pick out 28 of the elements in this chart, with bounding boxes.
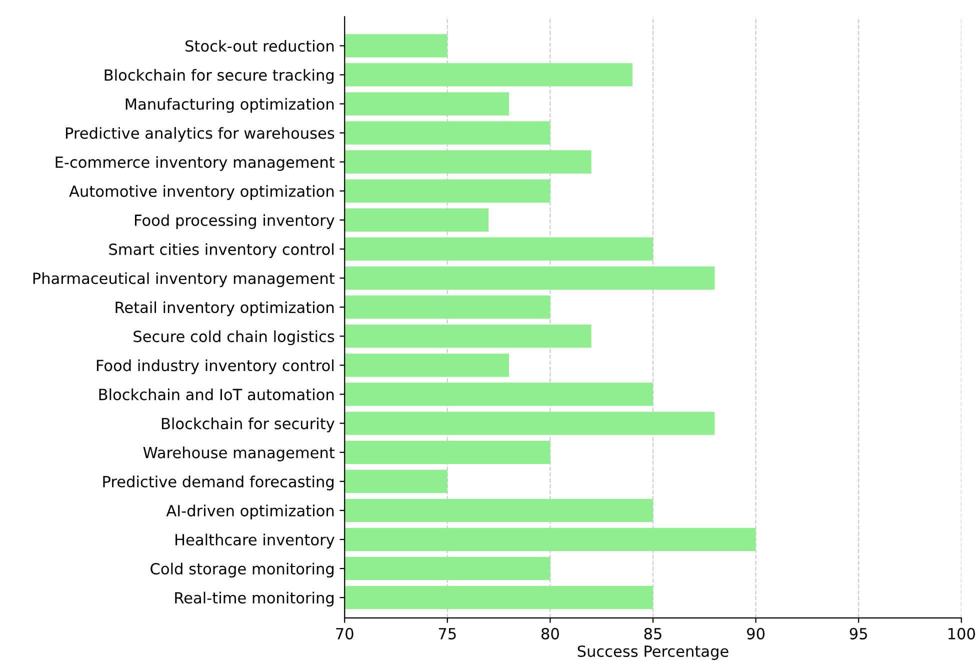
y-tick-label: Blockchain for secure tracking — [104, 68, 334, 84]
x-tick-label: 80 — [542, 628, 559, 640]
y-tick-label: Stock-out reduction — [186, 40, 334, 52]
y-tick-label: Cold storage monitoring — [150, 562, 334, 578]
y-tick-label: Smart cities inventory control — [109, 243, 334, 258]
x-tick-label: 95 — [850, 628, 867, 640]
y-tick-label: Automotive inventory optimization — [69, 185, 334, 200]
y-tick-label: Food industry inventory control — [96, 359, 334, 374]
y-tick-label: Retail inventory optimization — [116, 301, 334, 316]
x-tick-label: 75 — [438, 628, 456, 640]
y-tick-label: Predictive demand forecasting — [103, 476, 334, 490]
y-tick-label: Predictive analytics for warehouses — [66, 127, 334, 142]
x-tick-label: 70 — [336, 628, 354, 640]
x-axis-title: Success Percentage — [578, 645, 728, 660]
x-tick-label: 90 — [747, 628, 764, 640]
x-tick-label: 100 — [948, 628, 975, 640]
y-tick-label: Food processing inventory — [135, 214, 334, 229]
y-tick-label: Pharmaceutical inventory management — [33, 272, 335, 288]
y-tick-label: Manufacturing optimization — [126, 98, 334, 113]
y-tick-label: Blockchain for security — [162, 418, 334, 432]
y-tick-label: Secure cold chain logistics — [134, 330, 334, 346]
y-tick-label: Warehouse management — [143, 446, 335, 462]
y-tick-label: Healthcare inventory — [176, 534, 334, 548]
y-tick-label: E-commerce inventory management — [56, 156, 335, 171]
y-tick-label: AI-driven optimization — [166, 504, 334, 520]
y-tick-label: Blockchain and IoT automation — [99, 388, 334, 400]
x-tick-label: 85 — [644, 628, 662, 640]
y-tick-label: Real-time monitoring — [175, 592, 334, 607]
